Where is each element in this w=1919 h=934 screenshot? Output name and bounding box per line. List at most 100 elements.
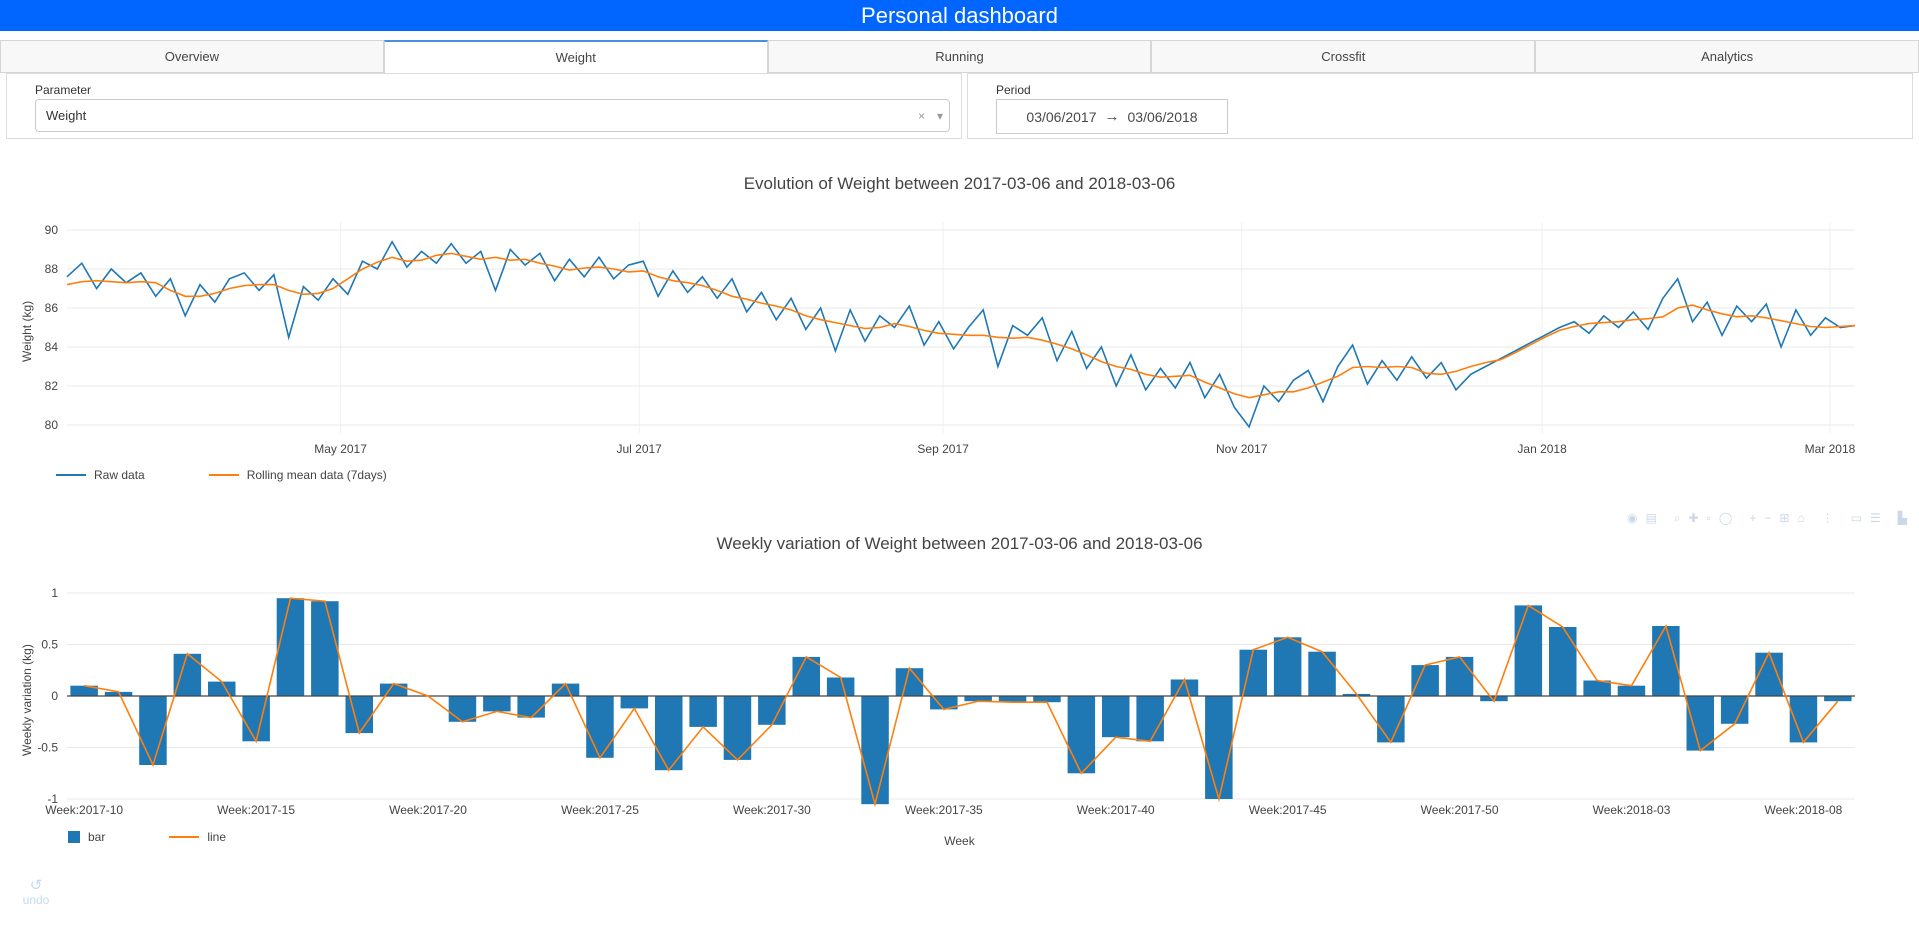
variation-bar[interactable]: [826, 677, 855, 697]
legend-item-0[interactable]: Raw data: [56, 468, 145, 482]
variation-bar[interactable]: [964, 696, 992, 702]
variation-bar[interactable]: [1205, 696, 1233, 799]
clear-icon[interactable]: ×: [917, 108, 925, 123]
variation-bar[interactable]: [208, 681, 236, 696]
variation-bar[interactable]: [1549, 627, 1577, 696]
zoom-out-icon[interactable]: −: [1764, 511, 1772, 525]
variation-bar[interactable]: [104, 691, 133, 696]
end-date-input[interactable]: 03/06/2018: [1127, 108, 1198, 125]
weight-chart-legend: Raw data Rolling mean data (7days): [56, 468, 451, 482]
tab-weight[interactable]: Weight: [383, 40, 768, 73]
y-tick-label: 1: [51, 586, 58, 600]
tab-crossfit[interactable]: Crossfit: [1151, 40, 1536, 73]
variation-bar[interactable]: [70, 685, 98, 696]
save-icon[interactable]: ▤: [1645, 511, 1657, 525]
hover-closest-icon[interactable]: ▭: [1850, 511, 1862, 525]
parameter-dropdown-value: Weight: [46, 108, 87, 123]
variation-bar[interactable]: [998, 696, 1027, 703]
page-title: Personal dashboard: [861, 3, 1058, 28]
x-tick-label: Jul 2017: [616, 442, 662, 456]
variation-bar[interactable]: [345, 696, 374, 734]
variation-bar[interactable]: [1377, 696, 1405, 743]
variation-bar[interactable]: [1514, 605, 1543, 696]
zoom-in-icon[interactable]: +: [1749, 511, 1757, 525]
weight-line-chart[interactable]: May 2017 Jul 2017 Sep 2017 Nov 2017 Jan 2018…: [0, 215, 1919, 470]
tab-analytics[interactable]: Analytics: [1535, 40, 1919, 73]
variation-bar[interactable]: [620, 696, 649, 709]
variation-bar[interactable]: [483, 696, 511, 712]
variation-bar[interactable]: [895, 668, 924, 696]
plotly-logo-icon[interactable]: ▙: [1897, 511, 1907, 525]
legend2-item-1[interactable]: line: [169, 830, 226, 844]
variation-bar[interactable]: [1136, 696, 1164, 742]
start-date-input[interactable]: 03/06/2017: [1026, 108, 1097, 125]
modebar-group: ▭ ☰: [1847, 510, 1885, 526]
chevron-down-icon[interactable]: ▾: [936, 108, 943, 123]
variation-bar[interactable]: [1067, 696, 1096, 774]
variation-bar[interactable]: [1824, 696, 1852, 702]
variation-line[interactable]: [84, 597, 1839, 808]
variation-bar[interactable]: [379, 683, 408, 696]
weight-chart-title: Evolution of Weight between 2017-03-06 a…: [743, 174, 1176, 193]
hover-compare-icon[interactable]: ☰: [1870, 511, 1881, 525]
variation-bar[interactable]: [139, 696, 167, 765]
x-tick-label: Nov 2017: [1216, 442, 1268, 456]
variation-bar[interactable]: [758, 696, 786, 725]
parameter-dropdown[interactable]: Weight × ▾: [35, 99, 950, 132]
parameter-label: Parameter: [35, 83, 92, 97]
date-range-picker[interactable]: 03/06/2017 → 03/06/2018: [996, 99, 1228, 134]
legend2-item-0[interactable]: bar: [68, 830, 105, 844]
variation-bar[interactable]: [861, 696, 889, 805]
variation-bar[interactable]: [551, 683, 580, 696]
x-tick-label: May 2017: [314, 442, 367, 456]
lasso-select-icon[interactable]: ◯: [1718, 511, 1733, 525]
modebar-group: + − ⊞ ⌂: [1745, 510, 1808, 526]
zoom-icon[interactable]: ⌕: [1673, 511, 1681, 525]
variation-bar[interactable]: [1411, 665, 1439, 696]
raw-data-line[interactable]: [66, 240, 1856, 429]
variation-bar[interactable]: [517, 696, 545, 718]
x-tick-label: Week:2017-20: [389, 803, 467, 817]
variation-bar[interactable]: [1686, 696, 1715, 751]
legend-item-0-label: Raw data: [94, 468, 145, 482]
variation-bar[interactable]: [1102, 696, 1130, 738]
variation-bar[interactable]: [1308, 651, 1336, 696]
reset-axes-home-icon[interactable]: ⌂: [1797, 511, 1805, 525]
variation-bar[interactable]: [1445, 656, 1474, 696]
x-tick-label: Week:2017-40: [1077, 803, 1155, 817]
variation-bar[interactable]: [1720, 696, 1749, 724]
toggle-spikelines-icon[interactable]: ⋮: [1821, 511, 1834, 525]
variation-bar[interactable]: [276, 598, 305, 696]
undo-button[interactable]: ↺ undo: [14, 878, 58, 907]
variation-bar[interactable]: [311, 601, 339, 696]
snapshot-camera-icon[interactable]: ◉: [1626, 511, 1638, 525]
period-card: Period 03/06/2017 → 03/06/2018: [967, 73, 1913, 139]
x-tick-label: Mar 2018: [1805, 442, 1856, 456]
variation-bar[interactable]: [1033, 696, 1061, 703]
variation-bar[interactable]: [689, 696, 717, 727]
variation-bar[interactable]: [723, 696, 752, 760]
x-tick-label: Week:2017-50: [1421, 803, 1499, 817]
legend-item-1[interactable]: Rolling mean data (7days): [208, 468, 387, 482]
variation-bar[interactable]: [173, 653, 202, 696]
variation-bar[interactable]: [1480, 696, 1508, 702]
autoscale-icon[interactable]: ⊞: [1779, 511, 1790, 525]
variation-bar[interactable]: [586, 696, 614, 758]
period-label: Period: [996, 83, 1031, 97]
variation-bar[interactable]: [1617, 685, 1646, 696]
variation-bar[interactable]: [448, 696, 477, 722]
x-tick-label: Week:2018-03: [1593, 803, 1671, 817]
box-select-icon[interactable]: ▫: [1706, 511, 1711, 525]
variation-bar[interactable]: [1755, 652, 1783, 696]
y-tick-label: 84: [45, 340, 59, 354]
tab-running[interactable]: Running: [767, 40, 1152, 73]
pan-icon[interactable]: ✚: [1688, 511, 1699, 525]
variation-bar[interactable]: [930, 696, 958, 710]
tab-overview[interactable]: Overview: [0, 40, 384, 73]
x-tick-label: Week:2018-08: [1764, 803, 1842, 817]
variation-bar[interactable]: [1273, 637, 1302, 696]
rolling-mean-line[interactable]: [66, 252, 1856, 399]
x-tick-label: Week:2017-10: [45, 803, 123, 817]
variation-bar[interactable]: [1583, 680, 1611, 696]
